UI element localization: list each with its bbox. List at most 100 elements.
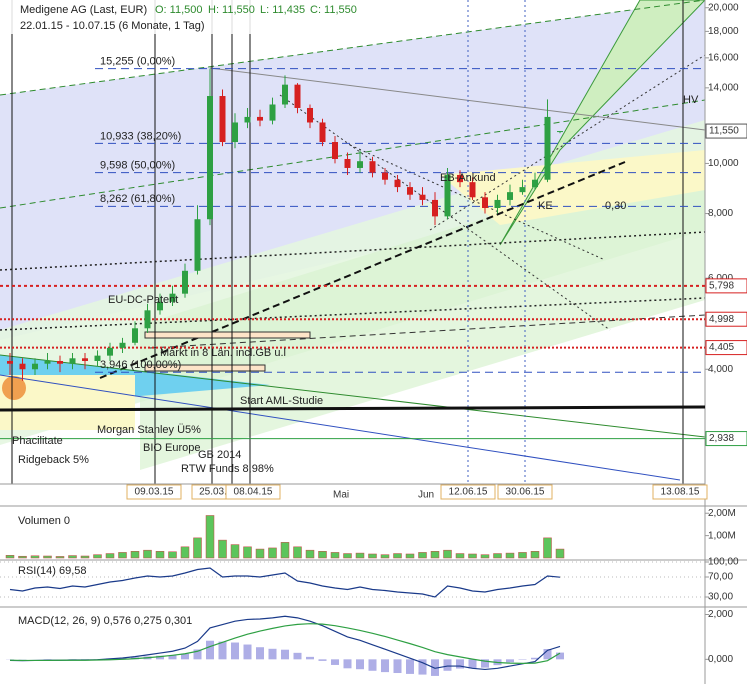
candle-body bbox=[532, 179, 538, 188]
annotation: HV bbox=[683, 94, 699, 106]
volume-bar bbox=[455, 553, 465, 559]
y-tick-label: 16,000 bbox=[708, 52, 739, 63]
level-box bbox=[705, 278, 747, 294]
candle-body bbox=[282, 84, 288, 105]
candle-body bbox=[7, 360, 13, 364]
annotation: RTW Funds 8,98% bbox=[181, 463, 274, 475]
volume-bar bbox=[530, 551, 540, 559]
histogram-bar bbox=[306, 656, 314, 660]
histogram-bar bbox=[256, 647, 264, 660]
volume-bar bbox=[218, 539, 227, 559]
histogram-bar bbox=[443, 659, 452, 671]
trend-line bbox=[99, 161, 626, 379]
annotation: Morgan Stanley Ü5% bbox=[97, 424, 201, 436]
histogram-bar bbox=[193, 649, 202, 660]
annotation: Phacilitate bbox=[12, 435, 63, 447]
volume-bar bbox=[380, 554, 390, 559]
candle-body bbox=[369, 161, 376, 173]
date-marker: 30.06.15 bbox=[506, 487, 545, 498]
trend-line bbox=[0, 354, 706, 438]
histogram-bar bbox=[168, 655, 177, 660]
annotation: Markt in 8 Län. incl.GB u.l bbox=[160, 347, 286, 359]
annotation: BIO Europe bbox=[143, 442, 200, 454]
level-label: 4,998 bbox=[709, 314, 734, 325]
candle-body bbox=[119, 342, 126, 348]
volume-bar bbox=[118, 552, 127, 559]
histogram-bar bbox=[268, 648, 277, 660]
y-tick-label: 2,00M bbox=[708, 508, 736, 519]
level-label: 4,405 bbox=[709, 342, 734, 353]
histogram-bar bbox=[381, 659, 389, 673]
candle-body bbox=[244, 116, 251, 123]
volume-bar bbox=[130, 551, 140, 559]
volume-bar bbox=[18, 555, 27, 559]
volume-bar bbox=[355, 552, 365, 559]
histogram-bar bbox=[368, 659, 377, 671]
candle-body bbox=[69, 358, 76, 364]
annotation: GB 2014 bbox=[198, 449, 241, 461]
candle-body bbox=[557, 131, 563, 133]
y-tick-label: 6,000 bbox=[708, 273, 733, 284]
volume-bar bbox=[505, 552, 515, 559]
candle-body bbox=[132, 328, 138, 343]
trend-line bbox=[0, 99, 706, 209]
triangle-fill bbox=[440, 150, 705, 225]
close: C: 11,550 bbox=[310, 4, 357, 16]
histogram-bar bbox=[431, 659, 439, 676]
level-label: 11,550 bbox=[709, 126, 739, 137]
event-lines bbox=[11, 0, 684, 484]
fib-label: 15,255 (0,00%) bbox=[100, 55, 175, 67]
event-box bbox=[144, 364, 266, 372]
histogram-bar bbox=[331, 659, 339, 665]
date-range: 22.01.15 - 10.07.15 (6 Monate, 1 Tag) bbox=[20, 20, 204, 32]
volume-bar bbox=[255, 548, 265, 559]
histogram-bar bbox=[456, 659, 464, 669]
candle-body bbox=[32, 363, 38, 370]
candle-body bbox=[19, 363, 26, 370]
high: H: 11,550 bbox=[208, 4, 255, 16]
volume-bar bbox=[168, 551, 177, 559]
channel-fill bbox=[499, 0, 706, 246]
candle-body bbox=[294, 84, 301, 108]
low: L: 11,435 bbox=[260, 4, 305, 16]
histogram-bar bbox=[231, 642, 239, 660]
volume-bar bbox=[518, 552, 527, 559]
level-box bbox=[705, 431, 747, 447]
histogram-bar bbox=[531, 657, 539, 660]
candle-body bbox=[544, 116, 551, 180]
candle-body bbox=[319, 122, 326, 143]
trend-line bbox=[349, 144, 606, 261]
volume-bar bbox=[493, 553, 502, 559]
volume-bar bbox=[330, 552, 340, 559]
candle-body bbox=[507, 192, 513, 200]
candle-body bbox=[382, 172, 388, 180]
level-label: 2,938 bbox=[709, 433, 734, 444]
date-marker: 09.03.15 bbox=[135, 487, 174, 498]
histogram-bar bbox=[543, 649, 552, 660]
candle-body bbox=[144, 310, 151, 329]
date-box bbox=[225, 484, 281, 500]
macd-line bbox=[9, 623, 561, 664]
volume-bar bbox=[443, 549, 452, 559]
event-box bbox=[144, 331, 311, 339]
volume-bar bbox=[543, 537, 552, 559]
fib-label: 9,598 (50,00%) bbox=[100, 160, 175, 172]
open: O: 11,500 bbox=[155, 4, 203, 16]
y-tick-label: 14,000 bbox=[708, 82, 739, 93]
annotation: KE bbox=[538, 200, 553, 212]
candle-body bbox=[357, 161, 363, 168]
fib-label: 3,946 (100,00%) bbox=[100, 359, 181, 371]
title: Medigene AG (Last, EUR) bbox=[20, 4, 147, 16]
date-marker: 13.08.15 bbox=[661, 487, 700, 498]
candle-body bbox=[157, 301, 163, 311]
date-marker: 12.06.15 bbox=[449, 487, 488, 498]
y-tick-label: 10,000 bbox=[708, 158, 739, 169]
volume-bar bbox=[68, 555, 77, 559]
trend-line bbox=[0, 0, 706, 96]
candle-body bbox=[94, 355, 101, 361]
candle-body bbox=[444, 174, 451, 217]
candle-body bbox=[232, 122, 238, 143]
level-box bbox=[705, 311, 747, 327]
histogram-bar bbox=[181, 653, 189, 660]
volume-bar bbox=[318, 551, 327, 559]
